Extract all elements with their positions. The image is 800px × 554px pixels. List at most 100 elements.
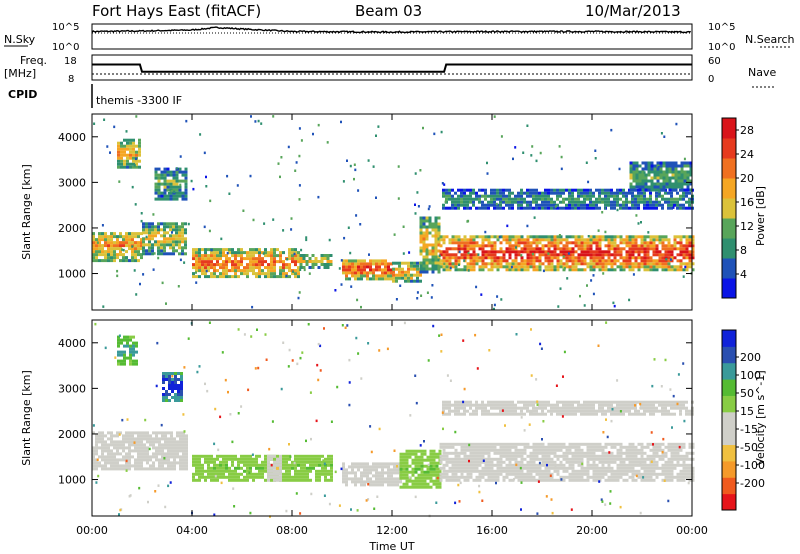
heatmap-cell <box>469 445 473 449</box>
heatmap-cell <box>329 254 333 257</box>
heatmap-cell <box>213 472 216 476</box>
heatmap-cell <box>583 478 587 482</box>
heatmap-cell <box>176 443 179 447</box>
heatmap-cell <box>282 475 285 479</box>
heatmap-cell <box>372 259 375 263</box>
heatmap-cell <box>167 440 170 444</box>
heatmap-cell <box>583 244 587 248</box>
heatmap-cell <box>123 350 126 354</box>
heatmap-cell <box>628 463 632 467</box>
heatmap-cell <box>95 256 98 260</box>
heatmap-cell <box>363 259 366 263</box>
heatmap-cell <box>134 259 137 263</box>
heatmap-cell <box>475 256 479 260</box>
heatmap-cell <box>481 203 484 207</box>
heatmap-cell <box>169 197 173 201</box>
heatmap-cell <box>285 457 288 461</box>
heatmap-cell <box>637 253 641 257</box>
heatmap-speckle <box>195 271 197 274</box>
heatmap-cell <box>667 250 671 254</box>
heatmap-cell <box>148 240 151 244</box>
heatmap-cell <box>445 412 448 416</box>
heatmap-cell <box>176 440 179 444</box>
heatmap-cell <box>637 475 641 479</box>
heatmap-cell <box>166 243 169 247</box>
heatmap-cell <box>592 463 596 467</box>
heatmap-cell <box>437 240 441 244</box>
heatmap-cell <box>688 206 691 210</box>
heatmap-cell <box>685 457 689 461</box>
heatmap-cell <box>682 475 686 479</box>
heatmap-cell <box>176 446 179 450</box>
heatmap-cell <box>686 182 690 186</box>
heatmap-cell <box>541 244 545 248</box>
heatmap-cell <box>661 247 665 251</box>
heatmap-cell <box>95 467 98 471</box>
heatmap-cell <box>676 475 680 479</box>
heatmap-cell <box>671 182 675 186</box>
heatmap-cell <box>151 225 154 229</box>
heatmap-cell <box>568 247 572 251</box>
heatmap-cell <box>451 457 455 461</box>
heatmap-cell <box>228 269 231 273</box>
heatmap-cell <box>411 470 415 474</box>
heatmap-cell <box>437 234 441 238</box>
heatmap-cell <box>110 259 113 263</box>
heatmap-cell <box>184 240 187 244</box>
heatmap-cell <box>123 153 126 157</box>
heatmap-cell <box>658 472 662 476</box>
heatmap-cell <box>472 409 475 413</box>
heatmap-cell <box>204 257 207 261</box>
heatmap-cell <box>598 466 602 470</box>
heatmap-cell <box>613 253 617 257</box>
heatmap-cell <box>451 247 455 251</box>
heatmap-cell <box>691 253 695 257</box>
heatmap-cell <box>204 251 207 255</box>
heatmap-cell <box>649 466 653 470</box>
heatmap-cell <box>329 263 333 266</box>
heatmap-cell <box>182 446 185 450</box>
heatmap-cell <box>511 451 515 455</box>
heatmap-speckle <box>290 217 293 220</box>
heatmap-speckle <box>282 229 285 232</box>
heatmap-cell <box>148 231 151 235</box>
heatmap-cell <box>243 475 246 479</box>
heatmap-cell <box>472 247 476 251</box>
heatmap-cell <box>499 188 502 192</box>
heatmap-speckle <box>192 187 195 191</box>
heatmap-cell <box>300 472 303 476</box>
heatmap-cell <box>583 250 587 254</box>
heatmap-cell <box>261 466 264 470</box>
heatmap-cell <box>556 188 559 192</box>
heatmap-cell <box>457 194 460 198</box>
heatmap-cell <box>538 262 542 266</box>
heatmap-cell <box>622 466 626 470</box>
heatmap-cell <box>647 185 651 189</box>
heatmap-cell <box>625 445 629 449</box>
heatmap-cell <box>369 483 372 487</box>
heatmap-cell <box>420 449 424 453</box>
heatmap-cell <box>679 241 683 245</box>
heatmap-cell <box>261 272 264 276</box>
heatmap-cell <box>348 471 351 475</box>
heatmap-cell <box>157 167 161 171</box>
heatmap-cell <box>323 254 327 257</box>
heatmap-cell <box>172 182 176 186</box>
heatmap-cell <box>676 206 679 210</box>
heatmap-cell <box>493 194 496 198</box>
heatmap-cell <box>113 464 116 468</box>
heatmap-cell <box>157 182 161 186</box>
heatmap-cell <box>442 463 446 467</box>
heatmap-cell <box>169 222 172 226</box>
heatmap-cell <box>326 254 330 257</box>
heatmap-cell <box>184 231 187 235</box>
heatmap-cell <box>628 259 632 263</box>
heatmap-cell <box>451 188 454 192</box>
heatmap-cell <box>463 442 467 446</box>
heatmap-speckle <box>164 176 167 180</box>
heatmap-cell <box>172 222 175 226</box>
heatmap-cell <box>610 466 614 470</box>
heatmap-cell <box>416 261 419 265</box>
heatmap-cell <box>514 406 517 410</box>
heatmap-cell <box>646 268 650 272</box>
